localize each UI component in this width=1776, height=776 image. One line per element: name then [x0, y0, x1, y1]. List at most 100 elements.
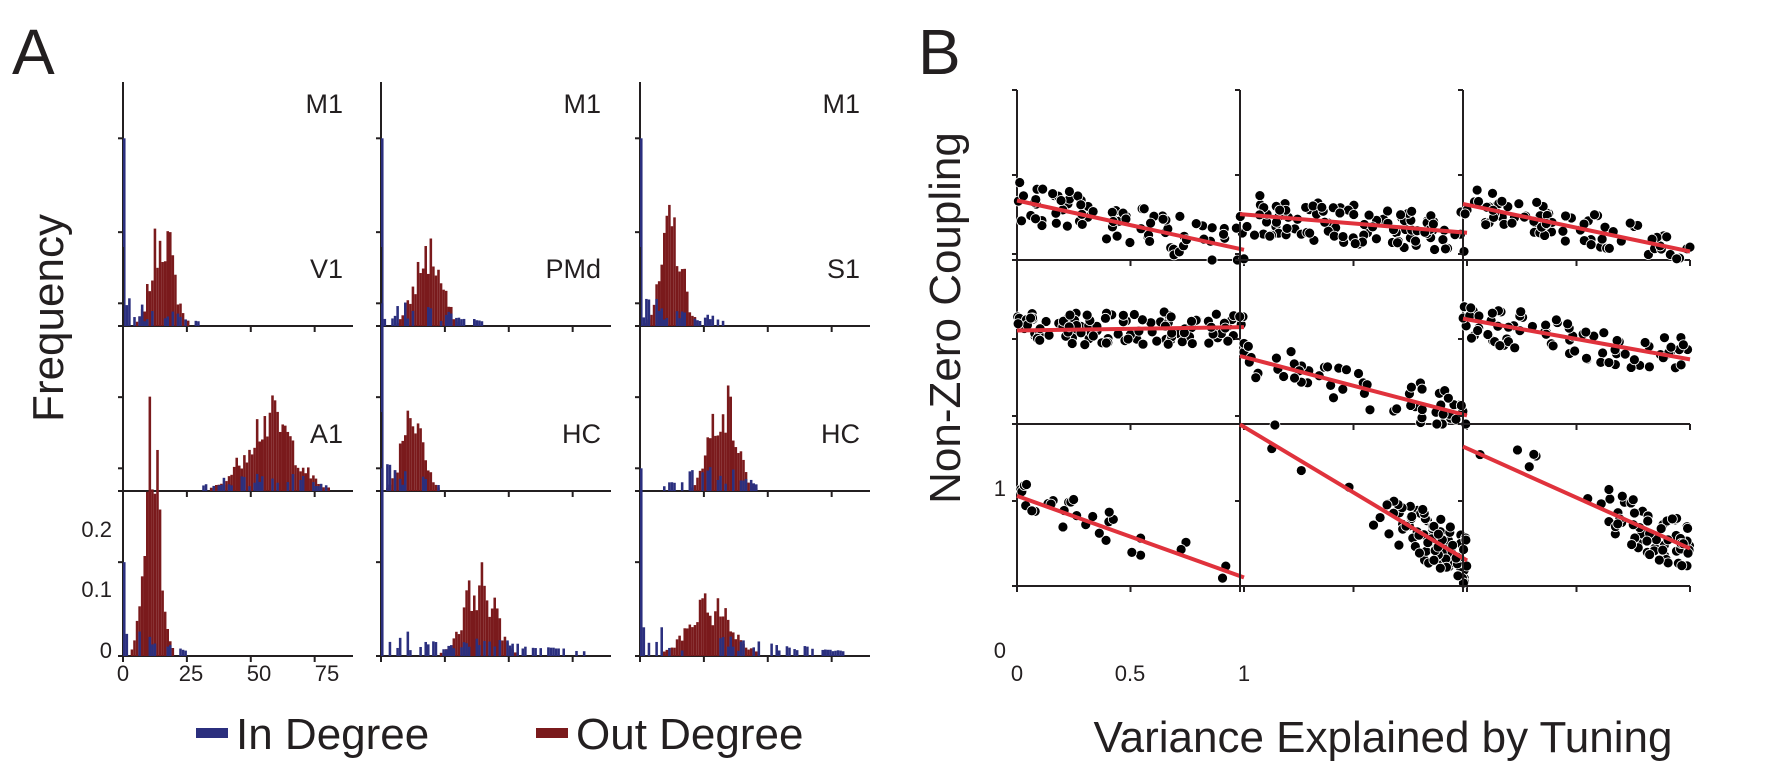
data-point: [1374, 512, 1386, 523]
data-point: [1186, 315, 1197, 327]
out-degree-bar: [434, 484, 438, 491]
out-degree-bar: [737, 453, 740, 491]
in-degree-bar: [125, 305, 129, 326]
in-degree-bar: [811, 648, 814, 656]
out-degree-bar: [724, 432, 727, 491]
in-degree-bar: [381, 303, 384, 491]
out-degree-bar: [429, 238, 433, 326]
in-degree-bar: [230, 485, 233, 491]
out-degree-bar: [709, 438, 712, 491]
in-degree-bar: [143, 321, 146, 326]
out-degree-bar: [135, 620, 139, 656]
in-degree-bar: [711, 315, 715, 326]
in-degree-bar: [642, 317, 646, 326]
in-degree-bar: [770, 643, 773, 656]
out-degree-bar: [409, 303, 412, 326]
data-point: [1068, 494, 1080, 505]
out-degree-bar: [411, 426, 415, 491]
data-point: [1066, 338, 1078, 349]
in-degree-bar: [706, 314, 709, 326]
out-degree-bar: [174, 274, 177, 326]
out-degree-bar: [683, 268, 686, 326]
in-degree-bar: [128, 298, 131, 326]
in-degree-bar: [151, 311, 154, 326]
data-point: [1639, 337, 1651, 348]
in-degree-bar: [138, 631, 141, 656]
in-degree-bar: [317, 486, 320, 491]
in-degree-bar: [391, 318, 394, 326]
out-degree-bar: [304, 473, 307, 491]
in-degree-bar: [146, 319, 149, 326]
histogram-subplot: HC: [376, 412, 611, 662]
out-degree-bar: [683, 628, 686, 656]
data-point: [1428, 554, 1440, 566]
in-degree-bar: [381, 138, 384, 326]
data-point: [1671, 253, 1683, 265]
in-degree-bar: [240, 476, 244, 491]
in-degree-bar: [312, 482, 315, 491]
data-point: [1382, 205, 1393, 217]
out-degree-bar: [406, 300, 410, 326]
fit-line: [1239, 212, 1468, 235]
out-degree-bar: [414, 433, 417, 491]
data-point: [1494, 340, 1506, 351]
in-degree-bar: [737, 650, 740, 656]
data-point: [1480, 219, 1492, 231]
out-degree-bar: [444, 290, 448, 326]
out-degree-bar: [409, 418, 412, 491]
out-degree-bar: [133, 640, 136, 656]
in-degree-bar: [457, 317, 461, 326]
in-degree-bar: [220, 484, 223, 491]
data-point: [1176, 336, 1188, 348]
in-degree-bar: [388, 641, 392, 656]
data-point: [1392, 237, 1403, 249]
data-point: [1249, 229, 1260, 241]
in-degree-bar: [176, 313, 180, 326]
data-point: [1230, 222, 1242, 234]
data-point: [1626, 539, 1638, 550]
out-degree-bar: [406, 410, 410, 491]
in-degree-bar: [836, 650, 840, 656]
out-degree-bar: [158, 509, 162, 656]
in-degree-bar: [299, 479, 302, 491]
out-degree-bar: [179, 303, 182, 326]
data-point: [1289, 372, 1300, 384]
panel-a-ytick-0.2: 0.2: [81, 517, 112, 542]
histogram-subplot: M1: [118, 82, 353, 332]
data-point: [1348, 209, 1360, 220]
out-degree-bar: [706, 437, 709, 491]
scatter-subplot: [1012, 415, 1245, 592]
in-degree-bar: [140, 304, 144, 326]
histogram-subplot: PMd: [376, 247, 611, 497]
out-degree-bar: [181, 313, 185, 326]
out-degree-bar: [151, 280, 154, 326]
data-point: [1328, 392, 1339, 404]
in-degree-bar: [719, 475, 722, 491]
out-degree-bar: [673, 647, 676, 656]
in-degree-bar: [660, 627, 663, 656]
out-degree-bar: [143, 556, 146, 656]
in-degree-bar: [739, 641, 743, 656]
in-degree-bar: [663, 319, 666, 326]
out-degree-bar: [135, 321, 139, 326]
out-degree-bar: [307, 467, 310, 491]
data-point: [1274, 204, 1286, 216]
in-degree-bar: [647, 299, 651, 326]
in-degree-bar: [478, 645, 481, 656]
out-degree-bar: [470, 610, 473, 656]
in-degree-bar: [393, 470, 397, 491]
out-degree-bar: [424, 246, 427, 326]
in-degree-bar: [488, 641, 491, 656]
data-point: [1047, 188, 1059, 200]
data-point: [1334, 207, 1346, 219]
out-degree-bar: [434, 275, 438, 326]
out-degree-bar: [493, 597, 496, 656]
data-point: [1547, 340, 1559, 352]
data-point: [1452, 570, 1464, 582]
data-point: [1557, 225, 1569, 237]
in-degree-bar: [680, 482, 684, 491]
data-point: [1122, 333, 1134, 345]
out-degree-bar: [503, 636, 507, 656]
in-degree-bar: [401, 484, 404, 491]
